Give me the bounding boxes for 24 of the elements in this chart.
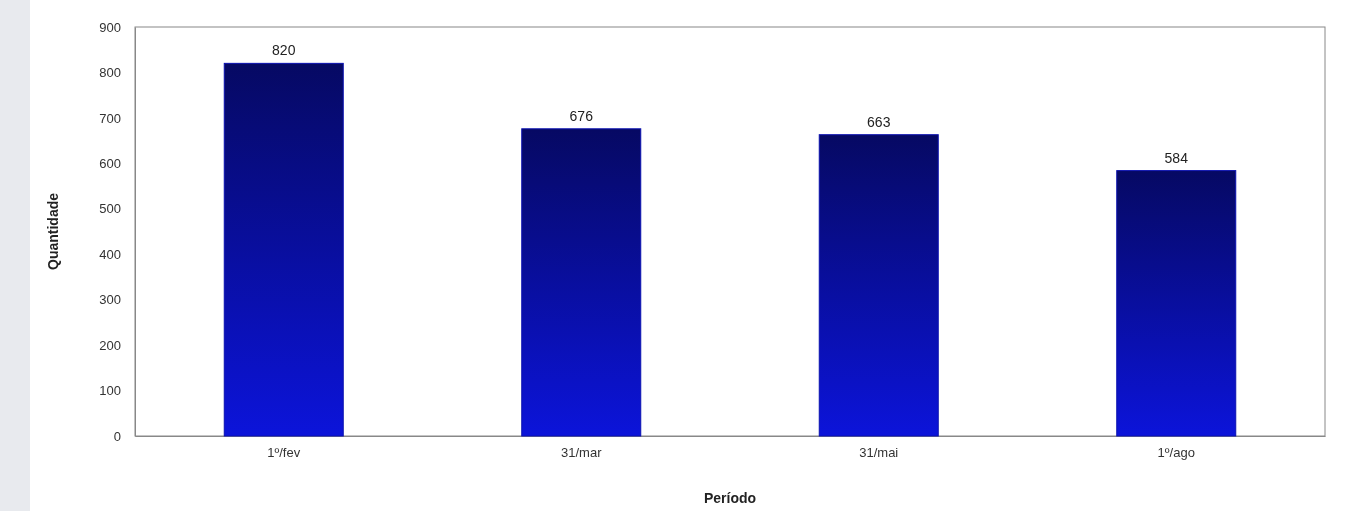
- bar: [223, 62, 344, 437]
- bar: [818, 134, 939, 437]
- bar: [521, 128, 642, 437]
- data-label: 820: [272, 42, 296, 59]
- y-tick-label: 100: [99, 383, 121, 399]
- bar: [1116, 170, 1237, 437]
- x-tick-label: 1º/fev: [267, 445, 301, 461]
- y-axis-title: Quantidade: [45, 192, 61, 271]
- y-tick-label: 300: [99, 292, 121, 308]
- x-tick-label: 31/mai: [859, 445, 899, 461]
- y-tick-label: 400: [99, 246, 121, 262]
- y-tick-label: 200: [99, 337, 121, 353]
- x-tick-label: 1º/ago: [1157, 445, 1195, 461]
- y-tick-label: 900: [99, 19, 121, 35]
- y-tick-label: 500: [99, 201, 121, 217]
- y-tick-label: 700: [99, 110, 121, 126]
- y-tick-label: 600: [99, 155, 121, 171]
- y-tick-label: 0: [113, 428, 121, 444]
- data-label: 676: [569, 107, 594, 124]
- data-label: 663: [867, 113, 891, 130]
- y-tick-label: 800: [99, 65, 121, 81]
- x-axis-title: Período: [703, 490, 757, 506]
- data-label: 584: [1164, 149, 1189, 166]
- x-tick-label: 31/mar: [561, 445, 603, 461]
